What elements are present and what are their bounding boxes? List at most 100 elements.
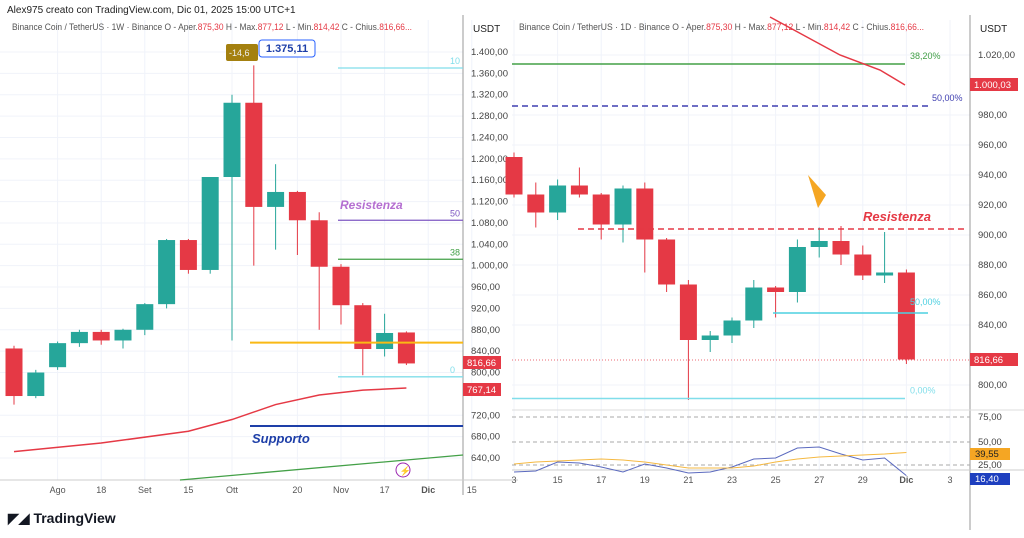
y-tick-label: 880,00: [471, 325, 500, 336]
change-text: -14,6: [229, 48, 250, 58]
level-label: 0,00%: [910, 386, 936, 396]
ma-badge: [970, 78, 1018, 91]
candle-body: [810, 241, 828, 247]
rsi-tick: 50,00: [978, 437, 1002, 448]
candle-body: [114, 329, 132, 341]
level-label: 50,00%: [932, 93, 963, 103]
candle-body: [201, 177, 219, 270]
candle-body: [310, 220, 328, 267]
level-label: 50,00%: [910, 297, 941, 307]
arrow-icon: [808, 175, 826, 208]
y-tick-label: 880,00: [978, 260, 1007, 271]
event-icon: [395, 462, 411, 478]
level-tag: 38: [450, 247, 460, 257]
candle-body: [70, 331, 88, 344]
x-tick-label: 29: [858, 475, 868, 485]
last-price-badge: [970, 353, 1018, 366]
currency-label: USDT: [473, 24, 500, 35]
y-tick-label: 1.120,00: [471, 197, 508, 208]
x-tick-label: 3: [511, 475, 516, 485]
rsi-tick: 25,00: [978, 460, 1002, 471]
y-tick-label: 800,00: [471, 368, 500, 379]
resistance-label: Resistenza: [340, 198, 403, 212]
y-tick-label: 1.280,00: [471, 111, 508, 122]
level-label: 38,20%: [910, 51, 941, 61]
candle-body: [701, 335, 719, 340]
x-tick-label: 18: [96, 485, 106, 495]
candle-body: [723, 320, 741, 336]
rsi-ma-badge: [970, 448, 1010, 460]
ema-value-label: 767,14: [467, 385, 496, 396]
candle-body: [636, 188, 654, 240]
candle-body: [5, 348, 23, 397]
y-tick-label: 1.020,00: [978, 50, 1015, 61]
candle-body: [136, 304, 154, 330]
candle-body: [354, 305, 372, 350]
lightning-icon: ⚡: [400, 465, 411, 477]
level-tag: 50: [450, 208, 460, 218]
y-tick-label: 980,00: [978, 110, 1007, 121]
rsi-badge: [970, 473, 1010, 485]
candle-body: [288, 191, 306, 221]
x-tick-label: Dic: [421, 485, 435, 495]
candle-body: [92, 331, 110, 341]
y-tick-label: 960,00: [978, 140, 1007, 151]
y-tick-label: 640,00: [471, 453, 500, 464]
currency-label: USDT: [980, 24, 1007, 35]
y-tick-label: 1.160,00: [471, 175, 508, 186]
y-tick-label: 960,00: [471, 282, 500, 293]
candle-body: [876, 272, 894, 276]
candle-body: [49, 343, 67, 368]
candle-body: [27, 372, 45, 397]
y-tick-label: 1.000,00: [471, 261, 508, 272]
x-tick-label: 15: [553, 475, 563, 485]
chart-title: Binance Coin / TetherUS · 1D · Binance O…: [519, 22, 924, 32]
y-tick-label: 920,00: [978, 200, 1007, 211]
candle-body: [158, 240, 176, 305]
candle-body: [788, 247, 806, 292]
support-label: Supporto: [252, 431, 310, 446]
x-tick-label: 15: [183, 485, 193, 495]
ma-value-label: 1.000,03: [974, 80, 1011, 91]
level-tag: 0: [450, 365, 455, 375]
candle-body: [332, 266, 350, 306]
y-tick-label: 920,00: [471, 303, 500, 314]
x-tick-label: 3: [947, 475, 952, 485]
trend-line: [179, 454, 464, 481]
rsi-line: [513, 446, 907, 476]
y-tick-label: 1.400,00: [471, 47, 508, 58]
candle-body: [614, 188, 632, 225]
candle-body: [267, 191, 285, 207]
y-tick-label: 1.200,00: [471, 154, 508, 165]
chart-title: Binance Coin / TetherUS · 1W · Binance O…: [12, 22, 412, 32]
x-tick-label: 17: [596, 475, 606, 485]
candle-body: [549, 185, 567, 213]
x-tick-label: 23: [727, 475, 737, 485]
ema-badge: [463, 383, 501, 396]
y-tick-label: 1.360,00: [471, 68, 508, 79]
x-tick-label: 27: [814, 475, 824, 485]
x-tick-label: Nov: [333, 485, 350, 495]
resistance-label: Resistenza: [863, 209, 931, 224]
candle-body: [832, 241, 850, 255]
y-tick-label: 900,00: [978, 230, 1007, 241]
candle-body: [505, 157, 523, 195]
x-tick-label: 21: [683, 475, 693, 485]
last-price-label: 816,66: [974, 355, 1003, 366]
y-tick-label: 840,00: [978, 320, 1007, 331]
candle-body: [854, 254, 872, 276]
logo-icon: ◤◢: [8, 510, 34, 526]
y-tick-label: 1.040,00: [471, 239, 508, 250]
change-badge: [226, 44, 258, 61]
rsi-label: 16,40: [975, 474, 999, 485]
y-tick-label: 1.240,00: [471, 132, 508, 143]
y-tick-label: 720,00: [471, 410, 500, 421]
candle-body: [179, 240, 197, 270]
candle-body: [745, 287, 763, 321]
candle-body: [397, 332, 415, 364]
y-tick-label: 1.320,00: [471, 90, 508, 101]
ath-callout: [258, 39, 316, 58]
candle-body: [570, 185, 588, 195]
y-tick-label: 840,00: [471, 346, 500, 357]
